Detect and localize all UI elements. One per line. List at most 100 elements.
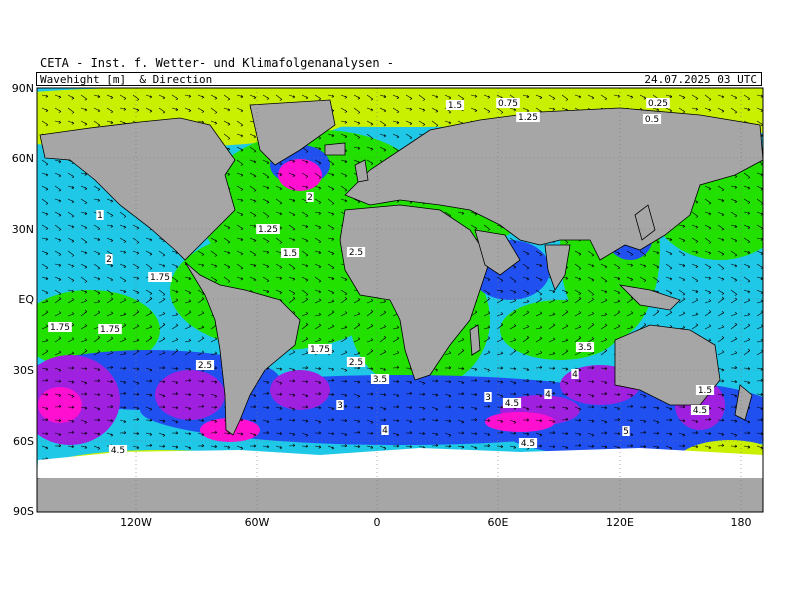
direction-arrow	[730, 94, 738, 100]
direction-arrow	[119, 405, 127, 409]
direction-arrow	[613, 310, 621, 317]
direction-arrow	[67, 289, 75, 293]
direction-arrow	[652, 419, 660, 424]
direction-arrow	[54, 432, 62, 437]
contour-labels: 0.25 0.5 0.75 1 1.25 1.5 1.75 2 2.5 3 3.5 4 4.5 5 1.5 4…	[48, 98, 715, 456]
direction-arrow	[574, 418, 582, 422]
direction-arrow	[730, 297, 738, 304]
direction-arrow	[145, 107, 153, 113]
direction-arrow	[457, 392, 465, 396]
direction-arrow	[678, 263, 686, 268]
direction-arrow	[301, 224, 309, 229]
contour-label: 1.25	[258, 225, 278, 235]
direction-arrow	[288, 159, 296, 163]
direction-arrow	[80, 237, 88, 244]
direction-arrow	[717, 94, 725, 99]
direction-arrow	[41, 432, 49, 436]
direction-arrow	[483, 379, 491, 383]
direction-arrow	[652, 276, 660, 283]
direction-arrow	[184, 378, 192, 382]
direction-arrow	[340, 432, 348, 437]
direction-arrow	[678, 297, 686, 304]
direction-arrow	[158, 263, 166, 268]
direction-arrow	[223, 94, 231, 101]
direction-arrow	[509, 338, 517, 343]
direction-arrow	[730, 237, 738, 243]
direction-arrow	[574, 406, 582, 411]
direction-arrow	[704, 276, 712, 280]
direction-arrow	[366, 298, 374, 304]
direction-arrow	[262, 159, 270, 165]
direction-arrow	[327, 263, 335, 270]
direction-arrow	[236, 276, 244, 281]
landmass	[249, 99, 336, 166]
direction-arrow	[522, 379, 530, 383]
direction-arrow	[158, 405, 166, 409]
direction-arrow	[574, 276, 582, 281]
direction-arrow	[639, 263, 647, 268]
direction-arrow	[535, 405, 543, 409]
direction-arrow	[340, 418, 348, 422]
direction-arrow	[470, 94, 478, 98]
direction-arrow	[652, 406, 660, 410]
direction-arrow	[548, 405, 556, 409]
direction-arrow	[639, 444, 647, 448]
direction-arrow	[41, 299, 49, 304]
direction-arrow	[301, 211, 309, 218]
direction-arrow	[132, 392, 140, 396]
direction-arrow	[93, 276, 101, 281]
direction-arrow	[314, 419, 322, 424]
contour-label-bg	[195, 360, 215, 370]
direction-arrow	[444, 120, 452, 125]
direction-arrow	[730, 432, 738, 437]
direction-arrow	[210, 430, 218, 434]
direction-arrow	[496, 444, 504, 448]
direction-arrow	[392, 379, 400, 383]
direction-arrow	[158, 444, 166, 448]
direction-arrow	[457, 337, 465, 343]
direction-arrow	[41, 378, 49, 382]
direction-arrow	[366, 349, 374, 356]
direction-arrow	[353, 133, 361, 139]
direction-arrow	[288, 406, 296, 411]
direction-arrow	[652, 445, 660, 449]
direction-arrow	[561, 338, 569, 343]
direction-arrow	[691, 323, 699, 330]
direction-arrow	[145, 418, 153, 422]
direction-arrow	[197, 311, 205, 317]
direction-arrow	[418, 120, 426, 126]
direction-arrow	[340, 133, 348, 138]
direction-arrow	[41, 349, 49, 356]
direction-arrow	[665, 418, 673, 422]
direction-arrow	[457, 445, 465, 449]
direction-arrow	[184, 432, 192, 436]
direction-arrow	[730, 276, 738, 282]
direction-arrow	[171, 419, 179, 424]
direction-arrow	[236, 94, 244, 99]
direction-arrow	[301, 185, 309, 189]
contour-label: 2.5	[349, 248, 363, 258]
direction-arrow	[158, 351, 166, 356]
direction-arrow	[717, 263, 725, 270]
direction-arrow	[535, 379, 543, 383]
direction-arrow	[288, 276, 296, 281]
direction-arrow	[717, 350, 725, 356]
direction-arrow	[54, 393, 62, 397]
direction-arrow	[67, 185, 75, 190]
direction-arrow	[730, 380, 738, 384]
direction-arrow	[743, 107, 751, 112]
direction-arrow	[561, 380, 569, 385]
contour-label-bg	[575, 342, 595, 352]
direction-arrow	[379, 335, 387, 343]
direction-arrow	[249, 224, 257, 228]
contour-label: 3	[337, 401, 343, 411]
direction-arrow	[340, 159, 348, 164]
direction-arrow	[93, 418, 101, 422]
direction-arrow	[574, 325, 582, 330]
direction-arrow	[249, 159, 257, 164]
direction-arrow	[249, 405, 257, 409]
direction-arrow	[197, 289, 205, 296]
direction-arrow	[288, 198, 296, 203]
direction-arrow	[184, 349, 192, 356]
direction-arrow	[379, 324, 387, 330]
